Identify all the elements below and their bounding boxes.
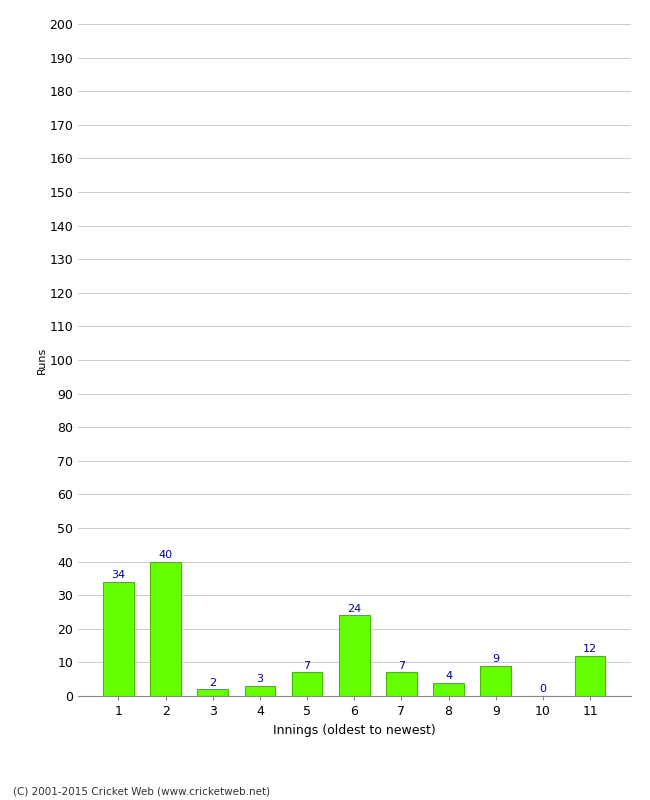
Text: (C) 2001-2015 Cricket Web (www.cricketweb.net): (C) 2001-2015 Cricket Web (www.cricketwe… (13, 786, 270, 796)
Bar (434, 682, 464, 696)
Text: 3: 3 (257, 674, 263, 684)
Bar (480, 666, 511, 696)
Bar (244, 686, 275, 696)
Bar (103, 582, 134, 696)
Text: 2: 2 (209, 678, 216, 687)
Y-axis label: Runs: Runs (36, 346, 47, 374)
Bar (386, 673, 417, 696)
Bar (339, 615, 370, 696)
Bar (150, 562, 181, 696)
Text: 12: 12 (583, 644, 597, 654)
Text: 7: 7 (304, 661, 311, 670)
X-axis label: Innings (oldest to newest): Innings (oldest to newest) (273, 723, 436, 737)
Text: 0: 0 (540, 684, 547, 694)
Text: 7: 7 (398, 661, 405, 670)
Text: 34: 34 (111, 570, 125, 580)
Text: 4: 4 (445, 671, 452, 681)
Text: 24: 24 (347, 604, 361, 614)
Bar (292, 673, 322, 696)
Text: 40: 40 (159, 550, 173, 560)
Bar (575, 656, 605, 696)
Bar (198, 690, 228, 696)
Text: 9: 9 (492, 654, 499, 664)
